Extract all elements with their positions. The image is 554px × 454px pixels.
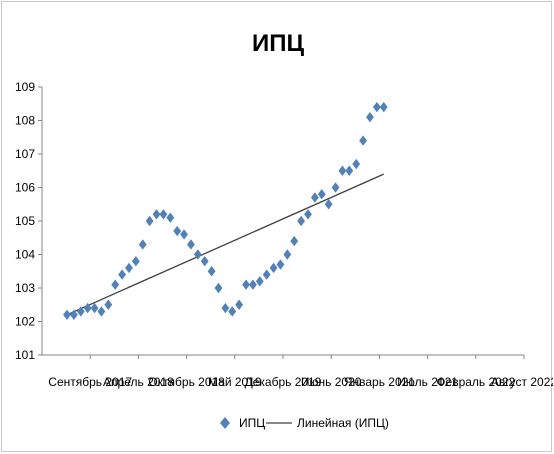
data-point: [111, 279, 120, 290]
data-point: [200, 256, 209, 267]
data-point: [97, 306, 106, 317]
data-point: [138, 239, 147, 250]
y-tick-label: 102: [15, 315, 35, 329]
data-point: [310, 192, 319, 203]
data-point: [118, 269, 126, 280]
data-point: [83, 302, 92, 314]
data-point: [235, 299, 244, 310]
data-points: [63, 101, 388, 320]
legend-label-ipc: ИПЦ: [239, 416, 265, 430]
data-point: [324, 199, 333, 210]
data-point: [90, 302, 99, 314]
trendline: [66, 173, 385, 316]
x-tick-label: Апрель 2018: [103, 375, 174, 389]
x-tick-label: Октябрь 2018: [148, 375, 225, 389]
data-point: [214, 282, 223, 294]
data-point: [379, 101, 388, 113]
x-tick-label: Май 2019: [208, 375, 262, 389]
data-point: [221, 302, 230, 314]
legend-label-trendline: Линейная (ИПЦ): [297, 416, 389, 430]
data-point: [173, 225, 182, 237]
y-tick-label: 105: [15, 214, 35, 228]
data-point: [187, 239, 195, 250]
x-tick-label: Сентябрь 2017: [48, 375, 132, 389]
data-point: [276, 259, 285, 270]
y-tick-label: 109: [15, 80, 35, 94]
data-point: [131, 256, 140, 267]
data-point: [290, 235, 299, 247]
y-tick-label: 108: [15, 114, 35, 128]
data-point: [262, 269, 271, 280]
data-point: [352, 158, 361, 170]
data-point: [249, 279, 257, 290]
x-tick-label: Август 2022: [491, 375, 553, 389]
data-point: [338, 165, 347, 176]
data-point: [193, 249, 202, 260]
data-point: [297, 215, 306, 227]
data-point: [152, 209, 161, 220]
data-point: [372, 101, 381, 113]
x-tick-label: Июнь 2020: [301, 375, 362, 389]
y-tick-label: 106: [15, 181, 35, 195]
data-point: [345, 165, 354, 176]
y-tick-label: 104: [15, 248, 35, 262]
data-point: [304, 209, 312, 220]
y-tick-label: 103: [15, 281, 35, 295]
chart-title: ИПЦ: [252, 30, 305, 57]
y-axis: 101 102 103 104 105 106 107 108 109: [15, 80, 43, 362]
data-point: [145, 215, 154, 227]
data-point: [180, 229, 188, 240]
x-tick-label: Январь 2021: [344, 375, 415, 389]
x-tick-label: Июль 2021: [397, 375, 458, 389]
data-point: [76, 306, 85, 317]
data-point: [63, 309, 71, 320]
data-point: [125, 262, 133, 274]
data-point: [269, 262, 278, 274]
data-point: [331, 182, 340, 193]
data-point: [207, 266, 216, 277]
data-point: [255, 276, 264, 287]
trendline-layer: [66, 173, 385, 316]
legend: ИПЦ Линейная (ИПЦ): [220, 416, 389, 430]
data-point: [242, 279, 250, 290]
x-tick-label: Февраль 2022: [436, 375, 515, 389]
data-point: [166, 212, 175, 223]
legend-marker-ipc: [220, 417, 230, 429]
data-point: [366, 111, 374, 123]
x-tick-label: Декабрь 2019: [245, 375, 322, 389]
data-point: [104, 299, 113, 310]
data-point: [317, 189, 326, 200]
data-point: [159, 209, 168, 220]
data-point: [228, 306, 237, 317]
y-tick-label: 107: [15, 147, 35, 161]
y-tick-label: 101: [15, 348, 35, 362]
data-point: [69, 309, 78, 320]
data-point: [283, 249, 292, 260]
data-point: [359, 135, 367, 146]
